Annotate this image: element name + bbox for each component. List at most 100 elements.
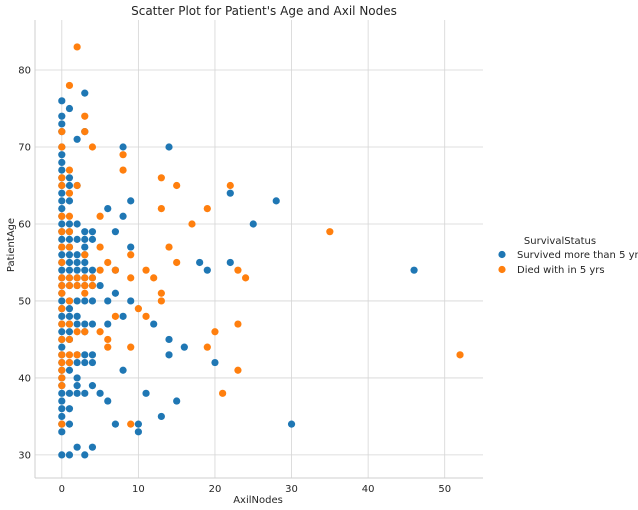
data-point — [65, 351, 74, 359]
data-point — [58, 451, 66, 459]
data-point — [211, 358, 219, 367]
data-point — [127, 274, 135, 282]
data-point — [58, 197, 66, 205]
data-point — [65, 81, 74, 90]
data-point — [58, 189, 66, 197]
data-point — [234, 266, 242, 274]
data-point — [65, 189, 74, 197]
data-point — [58, 389, 66, 397]
data-point — [88, 235, 97, 243]
data-point — [249, 220, 257, 228]
data-point — [65, 181, 74, 190]
data-point — [58, 274, 66, 282]
data-point — [203, 343, 211, 351]
data-point — [196, 258, 204, 267]
data-point — [127, 343, 135, 351]
data-point — [88, 320, 97, 328]
data-point — [111, 228, 120, 236]
data-point — [226, 189, 234, 197]
data-point — [65, 104, 74, 113]
data-point — [142, 389, 150, 397]
data-point — [73, 266, 81, 274]
data-point — [157, 289, 165, 297]
data-point — [173, 258, 181, 267]
data-point — [134, 420, 142, 428]
data-point — [58, 158, 66, 167]
data-point — [88, 358, 97, 367]
data-point — [73, 389, 81, 397]
data-point — [111, 420, 120, 428]
data-point — [58, 289, 66, 297]
data-point — [58, 266, 66, 274]
data-point — [58, 351, 66, 359]
data-point — [58, 328, 66, 336]
data-point — [119, 212, 127, 220]
data-point — [58, 320, 66, 328]
data-point — [272, 197, 280, 205]
data-point — [211, 328, 219, 336]
data-point — [81, 266, 89, 274]
data-point — [65, 389, 74, 397]
data-point — [127, 297, 135, 305]
data-point — [65, 228, 74, 236]
legend-marker — [498, 265, 506, 274]
data-point — [150, 274, 158, 282]
data-point — [81, 243, 89, 251]
data-point — [111, 289, 120, 297]
data-point — [73, 374, 81, 382]
data-point — [165, 143, 173, 151]
data-point — [142, 266, 150, 274]
data-point — [111, 266, 120, 274]
data-point — [203, 204, 211, 213]
data-point — [65, 166, 74, 174]
data-point — [165, 351, 173, 359]
data-point — [173, 397, 181, 405]
data-point — [234, 320, 242, 328]
data-point — [58, 112, 66, 120]
data-point — [58, 151, 66, 159]
data-point — [104, 343, 112, 351]
data-point — [58, 374, 66, 382]
data-point — [81, 351, 89, 359]
data-point — [88, 266, 97, 274]
data-point — [157, 174, 165, 182]
data-point — [73, 328, 81, 336]
data-point — [58, 366, 66, 374]
axis-spines — [34, 20, 483, 479]
data-point — [58, 97, 66, 105]
data-point — [58, 258, 66, 267]
data-point — [58, 174, 66, 182]
data-point — [65, 220, 74, 228]
legend-items: Survived more than 5 yrs Died with in 5 y… — [498, 250, 638, 276]
data-point — [73, 135, 81, 143]
data-point — [81, 451, 89, 459]
data-point — [73, 258, 81, 267]
data-point — [73, 320, 81, 328]
data-point — [65, 451, 74, 459]
data-point — [73, 251, 81, 259]
data-point — [58, 405, 66, 413]
data-point — [65, 258, 74, 267]
data-point — [119, 166, 127, 174]
data-point — [73, 297, 81, 305]
data-point — [58, 397, 66, 405]
data-point — [58, 281, 66, 290]
data-point — [81, 274, 89, 282]
data-point — [65, 212, 74, 220]
data-point — [104, 297, 112, 305]
data-point — [165, 335, 173, 344]
data-point — [96, 212, 104, 220]
data-point — [65, 320, 74, 328]
data-point — [58, 143, 66, 151]
data-point — [58, 297, 66, 305]
data-point — [65, 358, 74, 367]
data-point — [81, 128, 89, 136]
data-point — [96, 243, 104, 251]
data-point — [410, 266, 418, 274]
data-point — [81, 228, 89, 236]
y-axis-label: PatientAge — [6, 218, 17, 272]
data-point — [65, 335, 74, 344]
data-points — [58, 43, 464, 459]
data-point — [287, 420, 296, 428]
